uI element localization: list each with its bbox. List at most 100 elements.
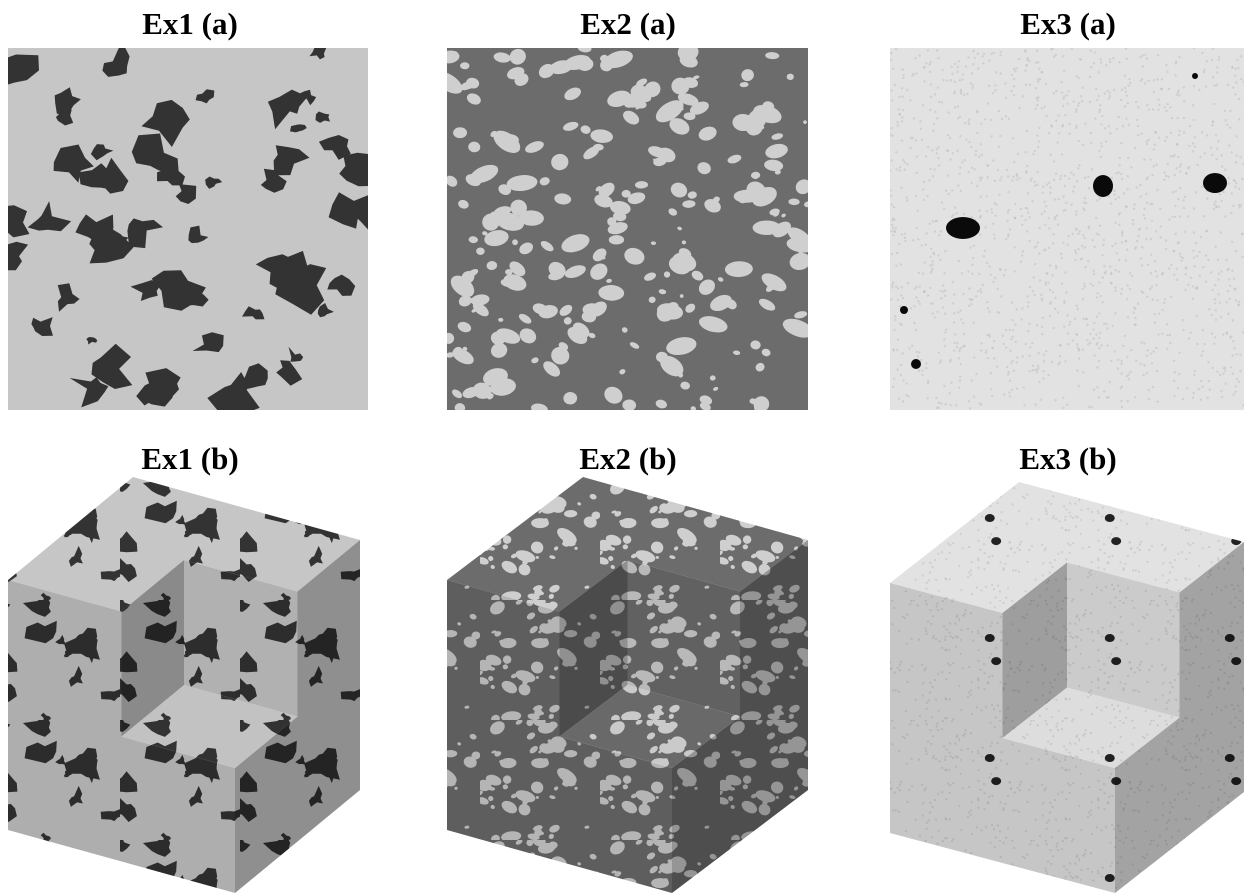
noise bbox=[1089, 283, 1091, 285]
noise bbox=[1004, 82, 1006, 84]
noise bbox=[1085, 202, 1087, 204]
noise bbox=[1022, 355, 1024, 357]
noise bbox=[979, 179, 981, 181]
noise bbox=[1148, 108, 1150, 110]
noise bbox=[1049, 315, 1051, 317]
noise bbox=[997, 169, 999, 171]
noise bbox=[999, 135, 1001, 137]
noise bbox=[1228, 144, 1230, 146]
noise bbox=[1083, 201, 1085, 203]
noise bbox=[1192, 104, 1194, 106]
noise bbox=[1028, 370, 1030, 372]
micrograph bbox=[430, 42, 816, 415]
noise bbox=[1061, 282, 1063, 284]
noise bbox=[1068, 133, 1070, 135]
noise bbox=[929, 264, 931, 266]
noise bbox=[893, 230, 895, 232]
noise bbox=[919, 303, 921, 305]
noise bbox=[945, 189, 947, 191]
noise bbox=[1211, 124, 1213, 126]
noise bbox=[1029, 346, 1031, 348]
noise bbox=[1007, 191, 1009, 193]
noise bbox=[1139, 195, 1141, 197]
noise bbox=[1154, 313, 1156, 315]
noise bbox=[973, 396, 975, 398]
noise bbox=[1177, 156, 1179, 158]
noise bbox=[1166, 323, 1168, 325]
noise bbox=[1156, 400, 1158, 402]
noise bbox=[1078, 140, 1080, 142]
noise bbox=[1075, 210, 1077, 212]
noise bbox=[1196, 343, 1198, 345]
noise bbox=[1134, 323, 1136, 325]
noise bbox=[1163, 302, 1165, 304]
noise bbox=[1224, 369, 1226, 371]
noise bbox=[1073, 185, 1075, 187]
noise bbox=[1226, 332, 1228, 334]
noise bbox=[1021, 307, 1023, 309]
noise bbox=[1224, 119, 1226, 121]
noise bbox=[1234, 186, 1236, 188]
noise bbox=[1121, 406, 1123, 408]
noise bbox=[1192, 397, 1194, 399]
noise bbox=[1026, 57, 1028, 59]
noise bbox=[1165, 175, 1167, 177]
noise bbox=[998, 194, 1000, 196]
noise bbox=[1007, 373, 1009, 375]
noise bbox=[1012, 360, 1014, 362]
noise bbox=[959, 379, 961, 381]
noise bbox=[894, 319, 896, 321]
noise bbox=[1126, 298, 1128, 300]
noise bbox=[894, 315, 896, 317]
noise bbox=[1168, 268, 1170, 270]
noise bbox=[1174, 205, 1176, 207]
noise bbox=[1133, 208, 1135, 210]
noise bbox=[1139, 56, 1141, 58]
noise bbox=[1006, 220, 1008, 222]
noise bbox=[1100, 344, 1102, 346]
noise bbox=[1086, 324, 1088, 326]
noise bbox=[895, 285, 897, 287]
noise bbox=[1001, 118, 1003, 120]
noise bbox=[1016, 356, 1018, 358]
noise bbox=[1120, 142, 1122, 144]
noise bbox=[1055, 265, 1057, 267]
noise bbox=[1238, 118, 1240, 120]
noise bbox=[900, 263, 902, 265]
noise bbox=[1118, 164, 1120, 166]
noise bbox=[1096, 296, 1098, 298]
noise bbox=[1150, 238, 1152, 240]
noise bbox=[1075, 252, 1077, 254]
noise bbox=[1116, 128, 1118, 130]
noise bbox=[993, 233, 995, 235]
noise bbox=[1227, 177, 1229, 179]
noise bbox=[1145, 193, 1147, 195]
noise bbox=[1069, 321, 1071, 323]
noise bbox=[963, 333, 965, 335]
noise bbox=[1154, 321, 1156, 323]
noise bbox=[1096, 316, 1098, 318]
noise bbox=[959, 348, 961, 350]
noise bbox=[994, 89, 996, 91]
noise bbox=[1042, 317, 1044, 319]
noise bbox=[1114, 286, 1116, 288]
noise bbox=[947, 193, 949, 195]
noise bbox=[992, 159, 994, 161]
noise bbox=[1000, 176, 1002, 178]
figure: Ex1 (a) Ex2 (a) Ex3 (a) Ex1 (b) Ex2 (b) … bbox=[0, 0, 1246, 895]
noise bbox=[902, 109, 904, 111]
noise bbox=[1066, 102, 1068, 104]
noise bbox=[911, 345, 913, 347]
noise bbox=[1060, 175, 1062, 177]
noise bbox=[958, 386, 960, 388]
noise bbox=[1192, 392, 1194, 394]
noise bbox=[952, 302, 954, 304]
noise bbox=[1199, 274, 1201, 276]
noise bbox=[968, 287, 970, 289]
noise bbox=[1203, 215, 1205, 217]
noise bbox=[990, 388, 992, 390]
noise bbox=[898, 398, 900, 400]
noise bbox=[1035, 87, 1037, 89]
noise bbox=[1063, 95, 1065, 97]
noise bbox=[1147, 264, 1149, 266]
